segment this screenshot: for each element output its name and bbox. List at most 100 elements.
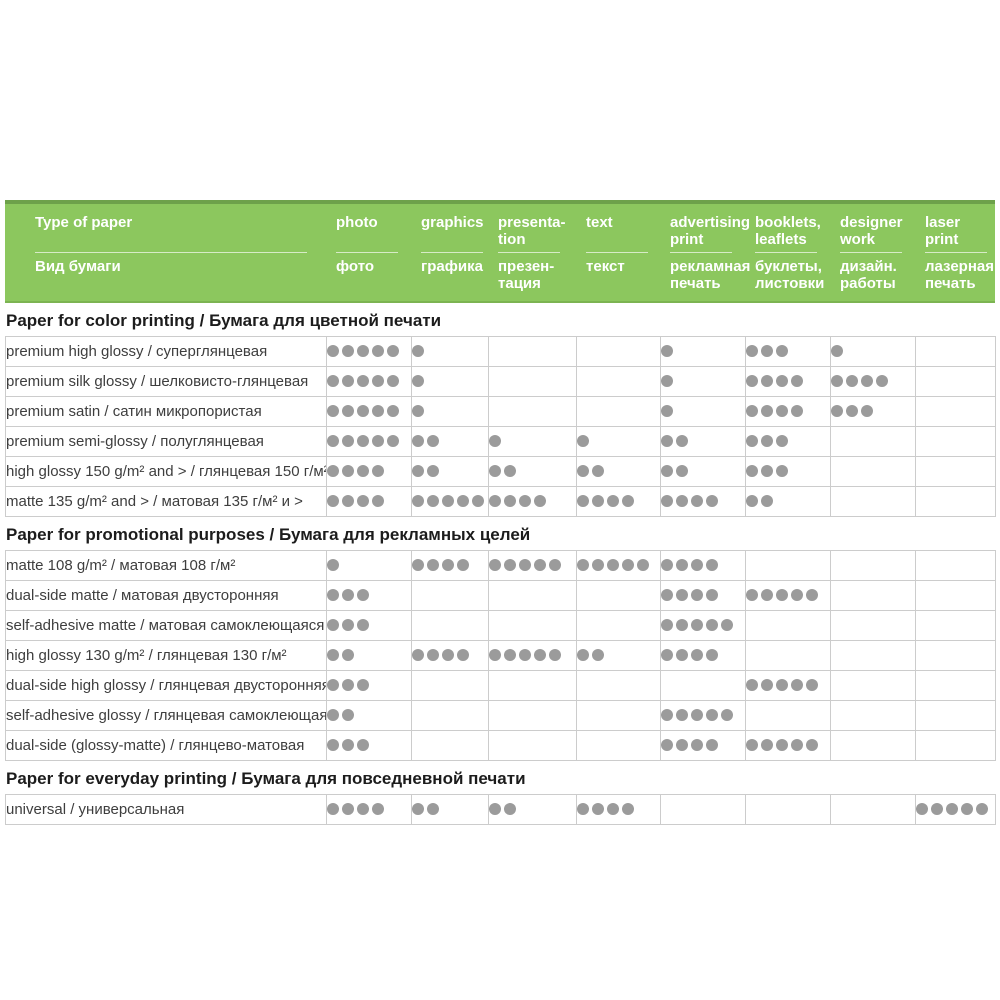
rating-dot <box>791 679 803 692</box>
rating-dot <box>327 375 339 388</box>
rating-dot <box>676 739 688 752</box>
rating-cell-text <box>576 639 661 671</box>
rating-dot <box>327 405 339 418</box>
table-row: high glossy 130 g/m² / глянцевая 130 г/м… <box>5 639 996 671</box>
rating-dot <box>691 709 703 722</box>
rating-dot <box>761 375 773 388</box>
rating-dot <box>442 559 454 572</box>
rating-dot <box>342 405 354 418</box>
section-title: Paper for color printing / Бумага для цв… <box>6 310 442 330</box>
table-row: universal / универсальная <box>5 793 996 825</box>
rating-cell-presentation <box>488 579 577 611</box>
rating-dot <box>776 435 788 448</box>
rating-dot <box>357 405 369 418</box>
rating-dot <box>412 803 424 816</box>
rating-dot <box>427 435 439 448</box>
rating-dot <box>387 375 399 388</box>
rating-dot <box>577 435 589 448</box>
rating-cell-advertising-print <box>660 485 746 517</box>
rating-dot <box>876 375 888 388</box>
rating-dot <box>691 559 703 572</box>
rating-cell-text <box>576 549 661 581</box>
rating-dot <box>357 589 369 602</box>
row-label: dual-side (glossy-matte) / глянцево-мато… <box>5 729 327 761</box>
rating-dot <box>412 405 424 418</box>
rating-dot <box>706 649 718 662</box>
header-divider-line <box>336 252 398 253</box>
rating-cell-booklets-leaflets <box>745 699 831 731</box>
header-label-ru: буклеты, листовки <box>755 258 825 293</box>
rating-dot <box>706 739 718 752</box>
header-divider-line <box>35 252 307 253</box>
rating-dot <box>442 649 454 662</box>
rating-dot <box>776 679 788 692</box>
table-body: Paper for color printing / Бумага для цв… <box>5 303 996 825</box>
rating-dot <box>676 495 688 508</box>
rating-dot <box>342 345 354 358</box>
rating-dot <box>372 375 384 388</box>
rating-dot <box>931 803 943 816</box>
rating-cell-designer-work <box>830 395 916 427</box>
rating-cell-advertising-print <box>660 335 746 367</box>
rating-dot <box>846 405 858 418</box>
rating-cell-presentation <box>488 335 577 367</box>
header-col-advertising-print: advertising print рекламная печать <box>660 214 750 293</box>
rating-cell-graphics <box>411 639 489 671</box>
rating-cell-graphics <box>411 793 489 825</box>
rating-dot <box>706 619 718 632</box>
header-col-booklets-leaflets: booklets, leaflets буклеты, листовки <box>745 214 830 293</box>
rating-dot <box>831 375 843 388</box>
rating-cell-text <box>576 485 661 517</box>
rating-cell-designer-work <box>830 669 916 701</box>
rating-dot <box>504 649 516 662</box>
header-label-ru: фото <box>336 258 375 275</box>
rating-cell-graphics <box>411 579 489 611</box>
rating-dot <box>357 435 369 448</box>
rating-cell-designer-work <box>830 579 916 611</box>
rating-dot <box>342 589 354 602</box>
rating-dot <box>412 345 424 358</box>
rating-dot <box>577 559 589 572</box>
rating-dot <box>637 559 649 572</box>
rating-dot <box>357 345 369 358</box>
rating-dot <box>676 589 688 602</box>
rating-cell-designer-work <box>830 455 916 487</box>
rating-dot <box>592 649 604 662</box>
rating-dot <box>661 375 673 388</box>
rating-dot <box>357 495 369 508</box>
table-row: high glossy 150 g/m² and > / глянцевая 1… <box>5 455 996 487</box>
table-row: dual-side high glossy / глянцевая двусто… <box>5 669 996 701</box>
row-label: premium silk glossy / шелковисто-глянцев… <box>5 365 327 397</box>
rating-dot <box>721 709 733 722</box>
rating-dot <box>831 405 843 418</box>
rating-dot <box>327 465 339 478</box>
rating-dot <box>342 649 354 662</box>
rating-dot <box>342 435 354 448</box>
header-col-presentation: presenta- tion презен- тация <box>488 214 576 293</box>
rating-cell-booklets-leaflets <box>745 609 831 641</box>
rating-dot <box>549 649 561 662</box>
rating-dot <box>387 435 399 448</box>
header-label-en: designer work <box>840 214 903 249</box>
rating-dot <box>661 739 673 752</box>
rating-cell-photo <box>326 549 412 581</box>
rating-cell-booklets-leaflets <box>745 639 831 671</box>
rating-cell-text <box>576 335 661 367</box>
row-label: self-adhesive glossy / глянцевая самокле… <box>5 699 327 731</box>
rating-dot <box>412 465 424 478</box>
rating-cell-photo <box>326 395 412 427</box>
rating-cell-designer-work <box>830 335 916 367</box>
rating-dot <box>412 495 424 508</box>
rating-dot <box>489 435 501 448</box>
section-table: matte 108 g/m² / матовая 108 г/м² dual-si… <box>5 549 996 761</box>
rating-cell-laser-print <box>915 425 996 457</box>
header-label-en: booklets, leaflets <box>755 214 821 249</box>
rating-dot <box>412 559 424 572</box>
rating-dot <box>427 649 439 662</box>
rating-dot <box>676 559 688 572</box>
rating-dot <box>691 739 703 752</box>
header-label-en: photo <box>336 214 378 231</box>
rating-cell-advertising-print <box>660 549 746 581</box>
table-row: matte 135 g/m² and > / матовая 135 г/м² … <box>5 485 996 517</box>
header-divider-line <box>925 252 987 253</box>
